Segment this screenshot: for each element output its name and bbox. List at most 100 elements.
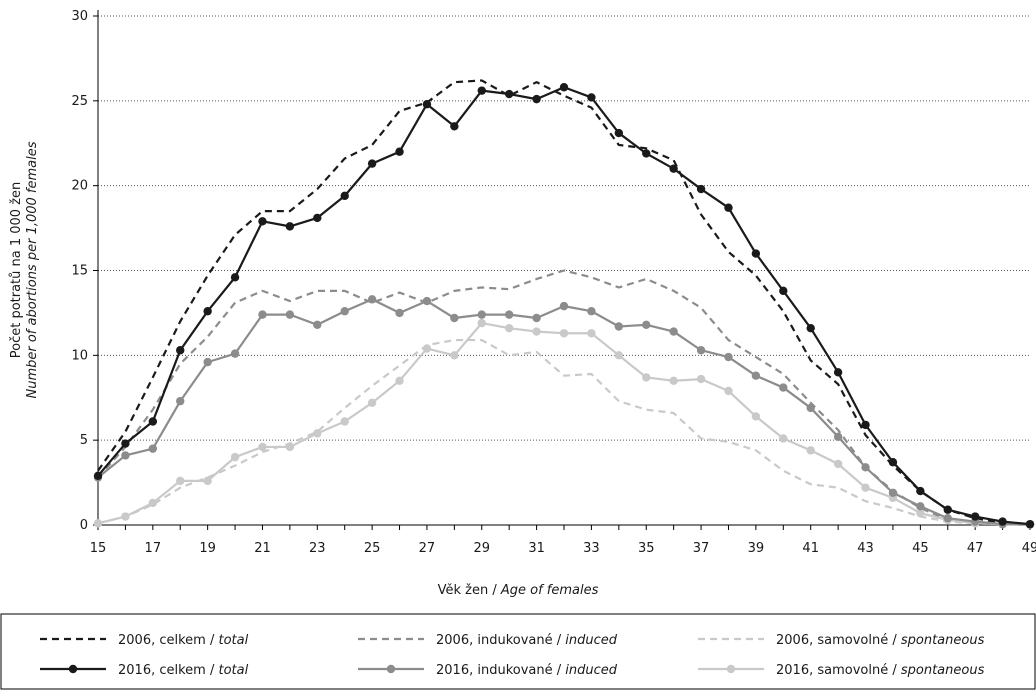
x-tick-label-21: 21: [254, 541, 271, 556]
point-2016-spontaneous-age-22: [285, 442, 295, 452]
point-2016-spontaneous-age-39: [751, 412, 761, 421]
y-tick-label-15: 15: [71, 264, 88, 279]
point-2016-total-age-18: [176, 346, 185, 355]
point-2016-induced-age-42: [833, 432, 843, 441]
point-2016-induced-age-44: [888, 488, 898, 497]
point-2016-total-age-31: [532, 94, 541, 104]
y-tick-labels: 0 5 10 15 20 25 30: [71, 9, 88, 533]
point-2016-induced-age-24: [340, 307, 349, 316]
x-tick-labels: 15 17 19 21 23 25 27 29 31 33 35 37 39 41 43 45 47 49: [90, 541, 1036, 556]
point-2016-induced-age-45: [916, 502, 925, 511]
point-2016-induced-age-18: [176, 396, 185, 406]
x-tick-label-19: 19: [199, 541, 216, 556]
point-2016-total-age-25: [367, 159, 377, 168]
y-tick-label-20: 20: [71, 179, 88, 194]
point-2016-induced-age-31: [532, 313, 541, 323]
point-2016-total-age-27: [422, 100, 432, 109]
point-2016-induced-age-25: [367, 295, 377, 304]
point-2016-total-age-41: [806, 323, 815, 333]
point-2016-spontaneous-age-40: [779, 434, 788, 443]
legend-label-2016-spontaneous: 2016, samovolné / spontaneous: [776, 663, 985, 678]
point-2016-spontaneous-age-19: [203, 476, 212, 486]
point-2016-induced-age-17: [148, 444, 158, 453]
point-2016-spontaneous-age-27: [422, 344, 432, 353]
point-2016-spontaneous-age-34: [614, 351, 624, 360]
legend-marker-2016-total: [68, 664, 78, 674]
point-2016-total-age-45: [916, 486, 925, 496]
x-tick-label-31: 31: [528, 541, 545, 556]
legend-label-2016-total: 2016, celkem / total: [118, 663, 249, 678]
point-2016-induced-age-28: [450, 313, 459, 323]
x-axis-title-en: Age of females: [500, 583, 599, 598]
x-tick-label-45: 45: [912, 541, 929, 556]
point-2016-spontaneous-age-28: [450, 351, 459, 360]
point-2016-induced-age-29: [477, 310, 486, 319]
axes: [93, 10, 1031, 530]
point-2016-total-age-44: [888, 458, 898, 467]
point-2016-total-age-47: [970, 512, 980, 521]
x-tick-label-23: 23: [309, 541, 326, 556]
point-2016-induced-age-39: [751, 371, 761, 380]
point-2016-total-age-30: [504, 89, 514, 99]
point-2016-spontaneous-age-25: [367, 398, 377, 408]
point-2016-total-age-33: [587, 93, 596, 102]
point-2016-induced-age-16: [121, 451, 130, 460]
y-tick-label-10: 10: [71, 348, 88, 363]
point-2016-induced-age-40: [779, 383, 788, 392]
point-2016-spontaneous-age-17: [148, 498, 158, 508]
y-axis-title-cz: Počet potratů na 1 000 žen: [9, 182, 24, 359]
point-2016-total-age-38: [724, 203, 733, 212]
point-2016-total-age-36: [669, 164, 678, 173]
point-2016-total-age-40: [779, 286, 788, 296]
point-2016-spontaneous-age-16: [121, 512, 130, 521]
x-tick-label-41: 41: [802, 541, 819, 556]
point-2016-total-age-42: [833, 368, 843, 377]
legend-label-2006-spontaneous: 2006, samovolné / spontaneous: [776, 633, 985, 648]
point-2016-total-age-35: [642, 149, 651, 158]
series-lines: [93, 79, 1035, 529]
x-axis-title-cz: Věk žen /: [438, 583, 501, 598]
x-tick-label-39: 39: [748, 541, 765, 556]
point-2016-total-age-17: [148, 417, 158, 426]
point-2016-induced-age-36: [669, 327, 678, 336]
x-axis-title: Věk žen / Age of females: [438, 583, 599, 598]
x-tick-label-27: 27: [419, 541, 436, 556]
point-2016-induced-age-30: [504, 310, 514, 319]
point-2016-induced-age-27: [422, 296, 432, 306]
point-2016-spontaneous-age-38: [724, 386, 733, 396]
point-2016-induced-age-20: [230, 349, 240, 358]
point-2016-spontaneous-age-43: [861, 483, 870, 492]
point-2016-spontaneous-age-29: [477, 318, 486, 328]
x-tick-label-25: 25: [364, 541, 381, 556]
point-2016-spontaneous-age-35: [642, 373, 651, 382]
point-2016-total-age-39: [751, 249, 761, 258]
point-2016-spontaneous-age-30: [504, 323, 514, 333]
point-2016-total-age-32: [559, 83, 569, 92]
point-2016-induced-age-46: [943, 514, 952, 523]
point-2016-total-age-19: [203, 307, 212, 316]
point-2016-total-age-34: [614, 128, 624, 138]
legend-label-2006-induced: 2006, indukované / induced: [436, 633, 618, 648]
point-2016-induced-age-43: [861, 463, 870, 472]
point-2016-induced-age-21: [258, 310, 267, 319]
point-2016-spontaneous-age-33: [587, 329, 596, 338]
point-2016-induced-age-32: [559, 301, 569, 311]
point-2016-spontaneous-age-18: [176, 476, 185, 486]
point-2016-induced-age-38: [724, 352, 733, 362]
point-2016-total-age-24: [340, 191, 349, 201]
x-tick-label-37: 37: [693, 541, 710, 556]
point-2016-total-age-16: [121, 439, 130, 448]
point-2016-total-age-22: [285, 222, 295, 231]
x-tick-label-47: 47: [967, 541, 984, 556]
point-2016-spontaneous-age-31: [532, 327, 541, 336]
point-2016-induced-age-19: [203, 357, 212, 367]
y-tick-label-0: 0: [80, 518, 88, 533]
point-2016-total-age-29: [477, 86, 486, 95]
point-2016-spontaneous-age-41: [806, 446, 815, 455]
x-tick-label-15: 15: [90, 541, 107, 556]
point-2016-total-age-15: [93, 471, 103, 480]
x-tick-label-17: 17: [145, 541, 162, 556]
point-2016-spontaneous-age-26: [395, 376, 404, 385]
legend-box: [0, 613, 1036, 690]
